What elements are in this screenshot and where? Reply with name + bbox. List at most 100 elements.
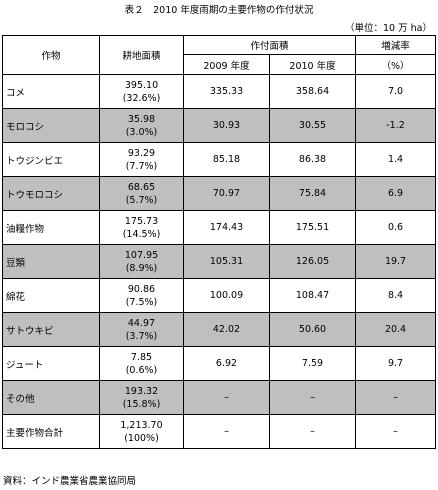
planted-area-value: 107.95	[124, 249, 159, 261]
header-cultivated-area: 作付面積	[182, 35, 357, 55]
planted-area-share: (100%)	[124, 432, 159, 444]
area-2010-cell: 126.05	[268, 244, 357, 279]
change-rate-cell: –	[355, 414, 437, 449]
planted-area-value: 175.73	[124, 215, 159, 227]
planted-area-value: 35.98	[127, 113, 156, 125]
area-2009-cell: –	[183, 380, 270, 415]
table-row: 油糧作物 175.73 (14.5%) 174.43 175.51 0.6	[2, 210, 437, 245]
crop-name-cell: サトウキビ	[2, 312, 100, 347]
planted-area-value: 93.29	[127, 147, 156, 159]
header-row-2: 2009 年度 2010 年度 （%）	[3, 54, 437, 75]
planted-area-cell: 68.65 (5.7%)	[99, 176, 184, 211]
change-rate-cell: 19.7	[355, 244, 437, 279]
table-row: サトウキビ 44.97 (3.7%) 42.02 50.60 20.4	[2, 312, 437, 347]
change-rate-cell: 7.0	[355, 74, 437, 109]
change-rate-cell: 9.7	[355, 346, 437, 381]
change-rate-cell: –	[355, 380, 437, 415]
crop-table: 作物 耕地面積 作付面積 増減率 2009 年度 2010 年度 （%） コメ 3…	[2, 35, 437, 449]
planted-area-cell: 90.86 (7.5%)	[99, 278, 184, 313]
crop-name-cell: 油糧作物	[2, 210, 100, 245]
area-2010-cell: –	[268, 414, 357, 449]
crop-name-cell: ジュート	[2, 346, 100, 381]
crop-name-cell: 主要作物合計	[2, 414, 100, 449]
header-planted-area: 耕地面積	[99, 35, 184, 75]
area-2009-cell: 100.09	[183, 278, 270, 313]
area-2009-cell: 42.02	[183, 312, 270, 347]
change-rate-cell: -1.2	[355, 108, 437, 143]
planted-area-value: 7.85	[130, 351, 153, 363]
area-2009-cell: 85.18	[183, 142, 270, 177]
planted-area-cell: 7.85 (0.6%)	[99, 346, 184, 381]
planted-area-value: 90.86	[127, 283, 156, 295]
area-2010-cell: 75.84	[268, 176, 357, 211]
planted-area-share: (8.9%)	[125, 262, 158, 274]
table-row: トウモロコシ 68.65 (5.7%) 70.97 75.84 6.9	[2, 176, 437, 211]
header-2009: 2009 年度	[183, 54, 270, 75]
planted-area-share: (0.6%)	[125, 364, 158, 376]
area-2009-cell: 174.43	[183, 210, 270, 245]
planted-area-share: (3.7%)	[125, 330, 158, 342]
crop-name-cell: コメ	[2, 74, 100, 109]
planted-area-value: 1,213.70	[120, 419, 163, 431]
change-rate-cell: 0.6	[355, 210, 437, 245]
table-row: 豆類 107.95 (8.9%) 105.31 126.05 19.7	[2, 244, 437, 279]
planted-area-share: (5.7%)	[125, 194, 158, 206]
area-2010-cell: 108.47	[268, 278, 357, 313]
planted-area-cell: 35.98 (3.0%)	[99, 108, 184, 143]
area-2010-cell: 7.59	[268, 346, 357, 381]
area-2009-cell: 70.97	[183, 176, 270, 211]
area-2010-cell: 50.60	[268, 312, 357, 347]
crop-name-cell: モロコシ	[2, 108, 100, 143]
area-2010-cell: –	[268, 380, 357, 415]
planted-area-value: 395.10	[124, 79, 159, 91]
crop-name-cell: その他	[2, 380, 100, 415]
area-2009-cell: 105.31	[183, 244, 270, 279]
planted-area-share: (7.5%)	[125, 296, 158, 308]
area-2010-cell: 86.38	[268, 142, 357, 177]
change-rate-cell: 8.4	[355, 278, 437, 313]
planted-area-value: 44.97	[127, 317, 156, 329]
source-note: 資料：インド農業省農業協同局	[3, 476, 137, 487]
planted-area-cell: 395.10 (32.6%)	[99, 74, 184, 109]
header-change-unit: （%）	[355, 54, 437, 75]
table-row: その他 193.32 (15.8%) – – –	[2, 380, 437, 415]
planted-area-cell: 107.95 (8.9%)	[99, 244, 184, 279]
change-rate-cell: 6.9	[355, 176, 437, 211]
table-title: 表２ 2010 年度雨期の主要作物の作付状況	[124, 5, 314, 16]
change-rate-cell: 20.4	[355, 312, 437, 347]
table-row: コメ 395.10 (32.6%) 335.33 358.64 7.0	[2, 74, 437, 109]
planted-area-value: 68.65	[127, 181, 156, 193]
area-2009-cell: 6.92	[183, 346, 270, 381]
header-crop: 作物	[2, 35, 100, 75]
table-row: 主要作物合計 1,213.70 (100%) – – –	[2, 414, 437, 449]
crop-name-cell: トウジンビエ	[2, 142, 100, 177]
planted-area-share: (3.0%)	[125, 126, 158, 138]
area-2010-cell: 30.55	[268, 108, 357, 143]
area-2010-cell: 358.64	[268, 74, 357, 109]
planted-area-cell: 175.73 (14.5%)	[99, 210, 184, 245]
area-2009-cell: –	[183, 414, 270, 449]
planted-area-share: (14.5%)	[122, 228, 161, 240]
planted-area-share: (7.7%)	[125, 160, 158, 172]
planted-area-cell: 93.29 (7.7%)	[99, 142, 184, 177]
header-2010: 2010 年度	[268, 54, 357, 75]
planted-area-share: (15.8%)	[122, 398, 161, 410]
crop-name-cell: トウモロコシ	[2, 176, 100, 211]
planted-area-cell: 44.97 (3.7%)	[99, 312, 184, 347]
area-2010-cell: 175.51	[268, 210, 357, 245]
planted-area-cell: 193.32 (15.8%)	[99, 380, 184, 415]
planted-area-share: (32.6%)	[122, 92, 161, 104]
unit-label: （単位：10 万 ha）	[345, 23, 432, 34]
table-row: 綿花 90.86 (7.5%) 100.09 108.47 8.4	[2, 278, 437, 313]
header-row-1: 作物 耕地面積 作付面積 増減率	[2, 35, 437, 75]
planted-area-cell: 1,213.70 (100%)	[99, 414, 184, 449]
crop-name-cell: 綿花	[2, 278, 100, 313]
area-2009-cell: 30.93	[183, 108, 270, 143]
table-row: ジュート 7.85 (0.6%) 6.92 7.59 9.7	[2, 346, 437, 381]
header-change-rate: 増減率	[355, 35, 437, 55]
change-rate-cell: 1.4	[355, 142, 437, 177]
planted-area-value: 193.32	[124, 385, 159, 397]
table-row: トウジンビエ 93.29 (7.7%) 85.18 86.38 1.4	[2, 142, 437, 177]
table-row: モロコシ 35.98 (3.0%) 30.93 30.55 -1.2	[2, 108, 437, 143]
crop-name-cell: 豆類	[2, 244, 100, 279]
